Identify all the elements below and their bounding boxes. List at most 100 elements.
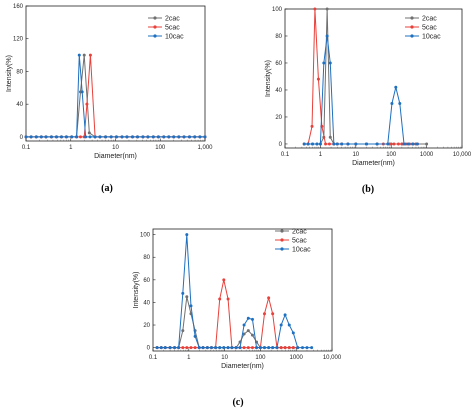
x-tick-label: 100 bbox=[255, 355, 266, 361]
legend-label-10cac: 10cac bbox=[422, 34, 441, 41]
data-point bbox=[75, 135, 79, 139]
data-point bbox=[70, 135, 74, 139]
y-tick-label: 80 bbox=[143, 255, 150, 261]
series-10cac bbox=[24, 53, 207, 139]
legend-marker-10cac bbox=[153, 34, 157, 38]
data-point bbox=[238, 346, 242, 350]
data-point bbox=[193, 346, 197, 350]
data-point bbox=[189, 346, 193, 350]
data-point bbox=[415, 142, 419, 146]
legend-label-10cac: 10cac bbox=[292, 247, 311, 254]
x-tick-label: 1,000 bbox=[197, 145, 213, 151]
y-axis-label: Intensity(%) bbox=[265, 60, 272, 97]
data-point bbox=[354, 142, 358, 146]
legend-label-2cac: 2cac bbox=[292, 229, 307, 236]
data-point bbox=[182, 135, 186, 139]
x-tick-label: 10 bbox=[221, 355, 228, 361]
data-point bbox=[271, 312, 275, 316]
y-tick-label: 100 bbox=[272, 7, 283, 13]
data-point bbox=[267, 346, 271, 350]
data-point bbox=[185, 346, 189, 350]
data-point bbox=[398, 101, 402, 105]
data-point bbox=[167, 135, 171, 139]
legend-marker-2cac bbox=[280, 229, 284, 233]
data-point bbox=[226, 297, 230, 301]
legend-label-5cac: 5cac bbox=[422, 25, 437, 32]
data-point bbox=[279, 346, 283, 350]
data-point bbox=[302, 142, 306, 146]
data-point bbox=[402, 142, 406, 146]
data-point bbox=[332, 142, 336, 146]
series-5cac bbox=[24, 53, 207, 139]
series-line-10cac bbox=[157, 234, 312, 349]
legend-label-5cac: 5cac bbox=[292, 238, 307, 245]
data-point bbox=[386, 142, 390, 146]
data-point bbox=[325, 7, 329, 11]
data-point bbox=[242, 323, 246, 327]
data-point bbox=[151, 135, 155, 139]
data-point bbox=[168, 346, 172, 350]
legend: 2cac 5cac 10cac bbox=[405, 16, 441, 41]
series-line-2cac bbox=[157, 296, 298, 349]
data-point bbox=[318, 142, 322, 146]
data-point bbox=[34, 135, 38, 139]
legend-label-10cac: 10cac bbox=[165, 34, 184, 41]
data-point bbox=[185, 295, 189, 299]
data-point bbox=[29, 135, 33, 139]
data-point bbox=[305, 346, 309, 350]
data-point bbox=[177, 135, 181, 139]
data-point bbox=[275, 346, 279, 350]
y-tick-label: 60 bbox=[275, 61, 282, 67]
data-point bbox=[325, 34, 329, 38]
data-point bbox=[246, 346, 250, 350]
data-point bbox=[163, 346, 167, 350]
x-axis-label: Diameter(nm) bbox=[352, 160, 395, 167]
data-point bbox=[250, 333, 254, 337]
y-tick-label: 120 bbox=[13, 37, 24, 43]
x-tick-label: 0.1 bbox=[149, 355, 158, 361]
data-point bbox=[291, 346, 295, 350]
x-tick-label: 100 bbox=[386, 152, 397, 158]
series-10cac bbox=[302, 34, 419, 146]
data-point bbox=[324, 142, 328, 146]
data-point bbox=[24, 135, 28, 139]
data-point bbox=[392, 142, 396, 146]
series-10cac bbox=[155, 233, 314, 350]
data-point bbox=[120, 135, 124, 139]
data-point bbox=[316, 77, 320, 81]
data-point bbox=[114, 135, 118, 139]
y-tick-label: 60 bbox=[143, 278, 150, 284]
data-point bbox=[80, 90, 84, 94]
data-point bbox=[406, 142, 410, 146]
x-tick-label: 0.1 bbox=[22, 145, 31, 151]
series-2cac bbox=[24, 53, 207, 139]
data-point bbox=[84, 135, 88, 139]
data-point bbox=[296, 346, 300, 350]
x-tick-label: 1 bbox=[187, 355, 191, 361]
y-tick-label: 20 bbox=[143, 323, 150, 329]
data-point bbox=[328, 61, 332, 65]
y-tick-label: 0 bbox=[20, 135, 24, 141]
data-point bbox=[193, 135, 197, 139]
x-tick-label: 0.1 bbox=[281, 152, 290, 158]
legend-label-2cac: 2cac bbox=[165, 16, 180, 23]
data-point bbox=[203, 135, 207, 139]
data-point bbox=[262, 346, 266, 350]
series-5cac bbox=[302, 7, 419, 146]
y-tick-label: 40 bbox=[143, 300, 150, 306]
y-tick-label: 0 bbox=[147, 346, 151, 352]
data-point bbox=[141, 135, 145, 139]
x-tick-label: 10,000 bbox=[453, 152, 472, 158]
data-point bbox=[279, 323, 283, 327]
legend-label-5cac: 5cac bbox=[165, 25, 180, 32]
data-point bbox=[255, 346, 259, 350]
data-point bbox=[189, 304, 193, 308]
data-point bbox=[246, 329, 250, 333]
series-2cac bbox=[155, 295, 300, 350]
x-axis-label: Diameter(nm) bbox=[221, 363, 264, 370]
series-line-10cac bbox=[26, 55, 205, 138]
series-line-2cac bbox=[304, 8, 427, 145]
data-point bbox=[222, 346, 226, 350]
data-point bbox=[218, 346, 222, 350]
